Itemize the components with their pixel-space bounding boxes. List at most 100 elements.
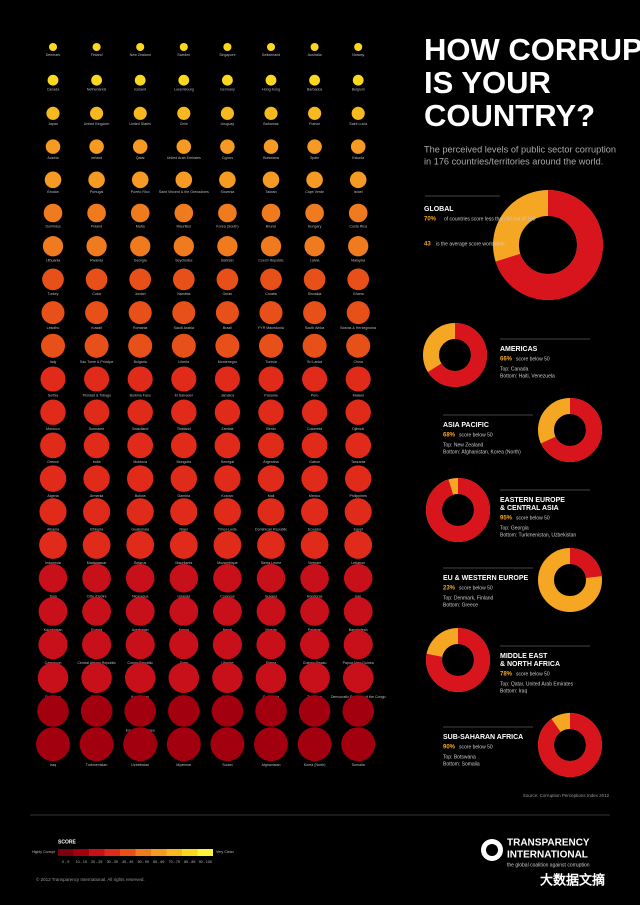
country-circle [127, 432, 154, 459]
legend-bin: 0 - 9 [62, 860, 69, 864]
legend-title: SCORE [58, 839, 76, 845]
country-circle [39, 465, 67, 492]
country-name: United States [129, 122, 151, 126]
region-percent: 23% [443, 586, 456, 592]
country-circle [258, 432, 284, 459]
region-percent: 90% [443, 745, 456, 751]
country-circle [351, 106, 365, 120]
country-circle [343, 630, 373, 660]
country-circle [301, 432, 328, 459]
country-circle [303, 268, 326, 291]
country-circle [83, 465, 110, 492]
country-name: Bangladesh [349, 628, 368, 632]
country-circle [172, 268, 195, 291]
country-name: Uganda [178, 594, 191, 598]
country-name: Sudan [222, 763, 232, 767]
region-top: Top: Canada [500, 366, 529, 372]
country-name: Saint Lucia [349, 122, 367, 126]
country-name: Bhutan [47, 190, 58, 194]
logo-icon-inner [486, 844, 498, 856]
country-name: Lebanon [351, 561, 365, 565]
country-name: Albania [47, 527, 59, 531]
region-desc: score below 50 [459, 744, 493, 750]
country-name: Belgium [352, 88, 365, 92]
country-name: Ethiopia [90, 527, 103, 531]
country-circle [36, 727, 70, 762]
country-circle [124, 695, 156, 727]
country-circle [213, 563, 242, 593]
country-name: Pakistan [308, 628, 322, 632]
country-name: Afghanistan [262, 763, 281, 767]
country-circle [265, 74, 277, 86]
country-name: Oman [223, 292, 233, 296]
country-name: Comoros [220, 594, 235, 598]
legend-bin: 80 - 89 [184, 860, 195, 864]
country-name: Cyprus [222, 156, 234, 160]
country-name: Puerto Rico [131, 190, 150, 194]
country-name: Hong Kong [262, 88, 280, 92]
donut-arc [426, 478, 490, 542]
country-circle [297, 727, 332, 762]
country-name: Panama [264, 393, 277, 397]
country-circle [305, 203, 324, 223]
country-name: Uzbekistan [131, 763, 149, 767]
country-circle [168, 695, 200, 727]
country-name: Mexico [309, 494, 320, 498]
country-name: Singapore [219, 53, 235, 57]
country-circle [348, 236, 369, 257]
title: HOW CORRUPT [424, 32, 640, 67]
country-circle [169, 531, 198, 559]
region-bottom: Bottom: Iraq [500, 688, 527, 694]
country-name: Ireland [91, 156, 102, 160]
country-name: Nepal [223, 628, 233, 632]
country-name: Serbia [48, 393, 58, 397]
country-circle [79, 727, 114, 762]
country-circle [169, 563, 199, 593]
country-name: Denmark [46, 53, 61, 57]
country-name: Niger [180, 527, 189, 531]
legend-high: Very Clean [216, 850, 234, 854]
country-name: Gambia [178, 494, 191, 498]
country-circle [342, 695, 374, 727]
country-name: Cape Verde [305, 190, 324, 194]
region-bottom: Bottom: Afghanistan, Korea (North) [443, 449, 521, 455]
country-name: Kazakhstan [44, 628, 63, 632]
country-circle [309, 74, 320, 86]
country-circle [80, 695, 113, 727]
country-circle [176, 139, 192, 154]
country-circle [130, 236, 151, 257]
legend-bin: 50 - 59 [138, 860, 149, 864]
country-name: Liberia [178, 360, 189, 364]
country-circle [261, 203, 281, 223]
logo-text: INTERNATIONAL [507, 850, 588, 861]
country-name: Turkey [48, 292, 59, 296]
subtitle: in 176 countries/territories around the … [424, 156, 603, 166]
country-name: Kenya [179, 628, 189, 632]
country-name: Mauritius [177, 224, 192, 228]
country-circle [84, 366, 110, 392]
country-circle [132, 139, 148, 154]
country-name: Nicaragua [132, 594, 148, 598]
country-name: Honduras [307, 594, 323, 598]
country-name: Malaysia [351, 258, 365, 262]
legend-bin: 70 - 79 [169, 860, 180, 864]
country-name: New Zealand [130, 53, 151, 57]
region-bottom: Bottom: Greece [443, 602, 478, 608]
country-name: Latvia [310, 258, 320, 262]
country-circle [217, 236, 238, 257]
country-circle [47, 74, 59, 86]
legend-swatch [104, 849, 120, 856]
country-circle [352, 74, 364, 86]
country-circle [166, 727, 201, 762]
country-circle [83, 498, 111, 526]
country-circle [344, 531, 373, 559]
country-name: Seychelles [175, 258, 193, 262]
country-name: Australia [308, 53, 322, 57]
country-circle [125, 596, 155, 626]
donut-arc [538, 398, 602, 462]
country-circle [346, 301, 370, 325]
region-desc: score below 50 [459, 585, 493, 591]
country-name: Benin [266, 427, 275, 431]
title: IS YOUR [424, 65, 551, 100]
country-circle [40, 432, 66, 459]
